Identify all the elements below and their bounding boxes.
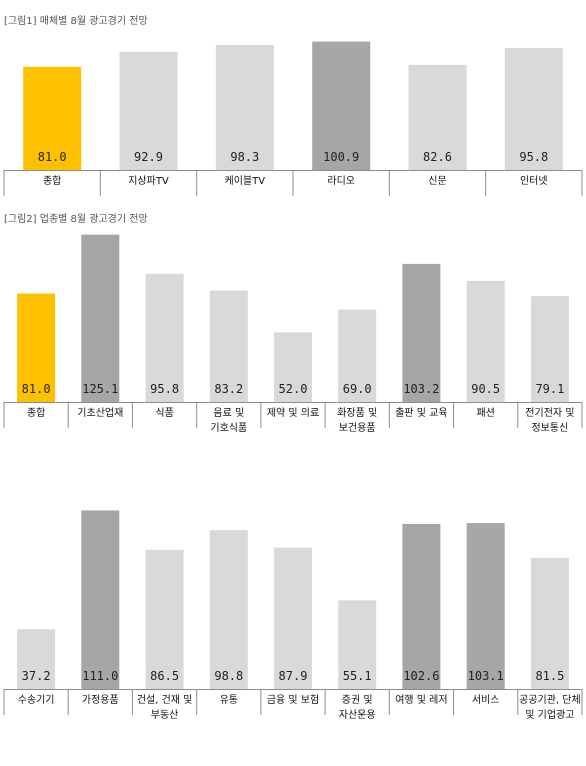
bar xyxy=(274,332,312,402)
category-label: 부동산 xyxy=(151,709,179,721)
category-label: 라디오 xyxy=(327,175,355,187)
bar xyxy=(145,549,184,689)
bar xyxy=(466,280,505,402)
category-label: 신문 xyxy=(428,175,446,187)
chart2-caption: [그림2] 업종별 8월 광고경기 전망 xyxy=(4,214,148,225)
category-label: 종합 xyxy=(43,175,61,187)
bar xyxy=(209,290,248,402)
category-label: 제약 및 의료 xyxy=(267,407,319,419)
category-label: 수송기기 xyxy=(18,694,55,706)
bar xyxy=(402,263,441,402)
bar-value-label: 81.0 xyxy=(22,382,51,396)
bar xyxy=(274,547,312,689)
category-label: 금융 및 보험 xyxy=(267,694,319,706)
bar xyxy=(466,523,505,689)
category-label: 정보통신 xyxy=(531,422,568,434)
bar-value-label: 125.1 xyxy=(82,382,118,396)
bar-value-label: 86.5 xyxy=(150,669,179,683)
category-label: 기초산업재 xyxy=(77,406,123,419)
category-label: 증권 및 xyxy=(342,694,373,706)
category-label: 기호식품 xyxy=(210,422,247,434)
category-label: 서비스 xyxy=(472,694,500,706)
bar-value-label: 92.9 xyxy=(134,150,163,164)
bar-value-label: 95.8 xyxy=(519,150,548,164)
bar-value-label: 90.5 xyxy=(471,382,500,396)
bar-value-label: 69.0 xyxy=(343,382,372,396)
category-label: 종합 xyxy=(27,407,45,419)
category-label: 전기전자 및 xyxy=(525,407,574,419)
bar xyxy=(119,51,178,170)
bar-value-label: 79.1 xyxy=(535,382,564,396)
category-label: 보건용품 xyxy=(339,422,376,434)
bar-value-label: 98.3 xyxy=(230,150,259,164)
bar xyxy=(23,66,82,170)
bar xyxy=(145,273,184,402)
category-label: 및 기업광고 xyxy=(525,708,574,721)
bar xyxy=(530,296,569,402)
bar-value-label: 98.8 xyxy=(214,669,243,683)
bar xyxy=(17,629,56,689)
bar xyxy=(17,293,56,402)
bar-value-label: 111.0 xyxy=(82,669,118,683)
media-ad-outlook-chart: 81.0 종합 92.9 지상파TV 98.3 케이블TV 100.9 라디오 82.6 신문 95… xyxy=(3,41,583,196)
bar-value-label: 81.0 xyxy=(38,150,67,164)
bar xyxy=(209,530,248,689)
bar-value-label: 103.1 xyxy=(468,669,504,683)
bar-value-label: 100.9 xyxy=(323,150,359,164)
category-label: 화장품 및 xyxy=(337,407,377,419)
bar xyxy=(530,557,569,689)
bar xyxy=(402,523,441,689)
bar-value-label: 95.8 xyxy=(150,382,179,396)
bar-value-label: 37.2 xyxy=(22,669,51,683)
category-label: 식품 xyxy=(155,407,173,419)
bar xyxy=(81,510,120,689)
bar-value-label: 52.0 xyxy=(279,382,308,396)
bar xyxy=(312,41,371,170)
bar xyxy=(338,309,377,402)
category-label: 공공기관, 단체 xyxy=(519,694,581,706)
bar-value-label: 81.5 xyxy=(535,669,564,683)
category-label: 인터넷 xyxy=(520,175,548,187)
category-label: 가정용품 xyxy=(82,694,119,706)
category-label: 유통 xyxy=(220,694,238,706)
category-label: 여행 및 레저 xyxy=(395,694,447,706)
category-label: 자산운용 xyxy=(339,709,376,721)
category-label: 건설, 건재 및 xyxy=(137,694,193,706)
bar xyxy=(81,234,120,402)
bar-value-label: 102.6 xyxy=(403,669,439,683)
bar xyxy=(338,600,377,689)
bar xyxy=(504,48,563,170)
bar-value-label: 55.1 xyxy=(343,669,372,683)
category-label: 지상파TV xyxy=(128,175,169,187)
category-label: 음료 및 xyxy=(213,407,244,419)
bar-value-label: 103.2 xyxy=(403,382,439,396)
category-label: 출판 및 교육 xyxy=(395,407,447,419)
bar-value-label: 87.9 xyxy=(279,669,308,683)
bar-value-label: 83.2 xyxy=(214,382,243,396)
category-label: 패션 xyxy=(476,407,494,419)
chart1-caption: [그림1] 매체별 8월 광고경기 전망 xyxy=(4,16,148,27)
category-label: 케이블TV xyxy=(225,175,266,187)
bar xyxy=(408,64,467,170)
bar-value-label: 82.6 xyxy=(423,150,452,164)
bar xyxy=(215,44,274,170)
